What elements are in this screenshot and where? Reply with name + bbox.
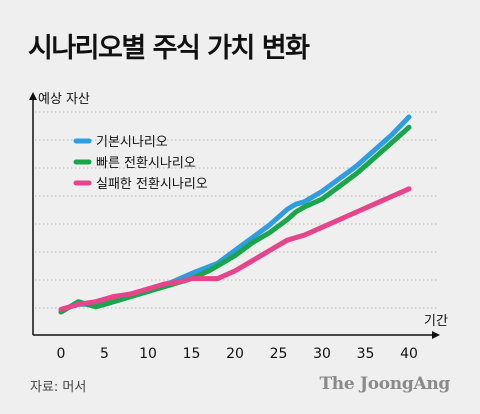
chart-title: 시나리오별 주식 가치 변화 bbox=[28, 33, 310, 64]
y-axis-label: 예상 자산 bbox=[38, 92, 90, 107]
publisher-logo: The JoongAng bbox=[319, 374, 450, 394]
x-axis-arrow-icon bbox=[432, 331, 440, 339]
series-lines bbox=[58, 114, 412, 315]
series-line-3 bbox=[58, 186, 412, 312]
x-tick-label: 30 bbox=[313, 346, 331, 362]
legend-label: 실패한 전환시나리오 bbox=[96, 177, 208, 192]
x-tick-label: 0 bbox=[57, 346, 66, 362]
x-tick-label: 40 bbox=[400, 346, 418, 362]
x-tick-label: 20 bbox=[226, 346, 244, 362]
legend-label: 빠른 전환시나리오 bbox=[96, 156, 196, 171]
x-axis-label: 기간 bbox=[424, 314, 448, 329]
x-tick-label: 15 bbox=[183, 346, 201, 362]
x-tick-label: 35 bbox=[357, 346, 375, 362]
x-tick-label: 10 bbox=[139, 346, 157, 362]
legend-label: 기본시나리오 bbox=[96, 135, 168, 150]
y-axis-arrow-icon bbox=[29, 92, 37, 100]
series-line-2 bbox=[58, 124, 412, 315]
x-tick-label: 5 bbox=[100, 346, 109, 362]
source-note: 자료: 머서 bbox=[30, 380, 87, 395]
axes bbox=[29, 92, 440, 339]
x-tick-labels: 0 5 10 15 20 25 30 35 40 bbox=[57, 346, 418, 362]
x-tick-label: 25 bbox=[270, 346, 288, 362]
